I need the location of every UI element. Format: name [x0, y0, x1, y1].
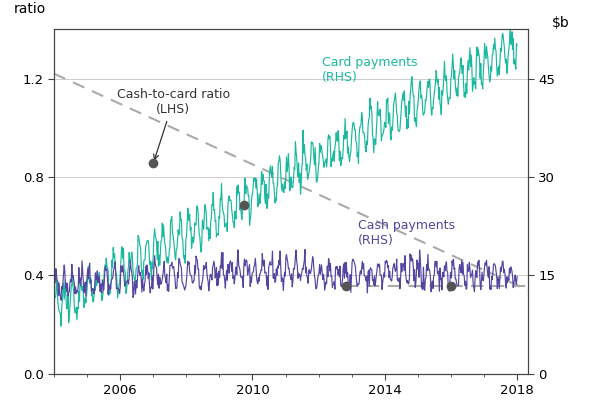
Text: Cash payments
(RHS): Cash payments (RHS) [358, 219, 455, 247]
Text: Cash-to-card ratio
(LHS): Cash-to-card ratio (LHS) [116, 88, 230, 160]
Text: Card payments
(RHS): Card payments (RHS) [322, 56, 418, 84]
Y-axis label: ratio: ratio [14, 2, 46, 16]
Y-axis label: $b: $b [553, 16, 570, 30]
